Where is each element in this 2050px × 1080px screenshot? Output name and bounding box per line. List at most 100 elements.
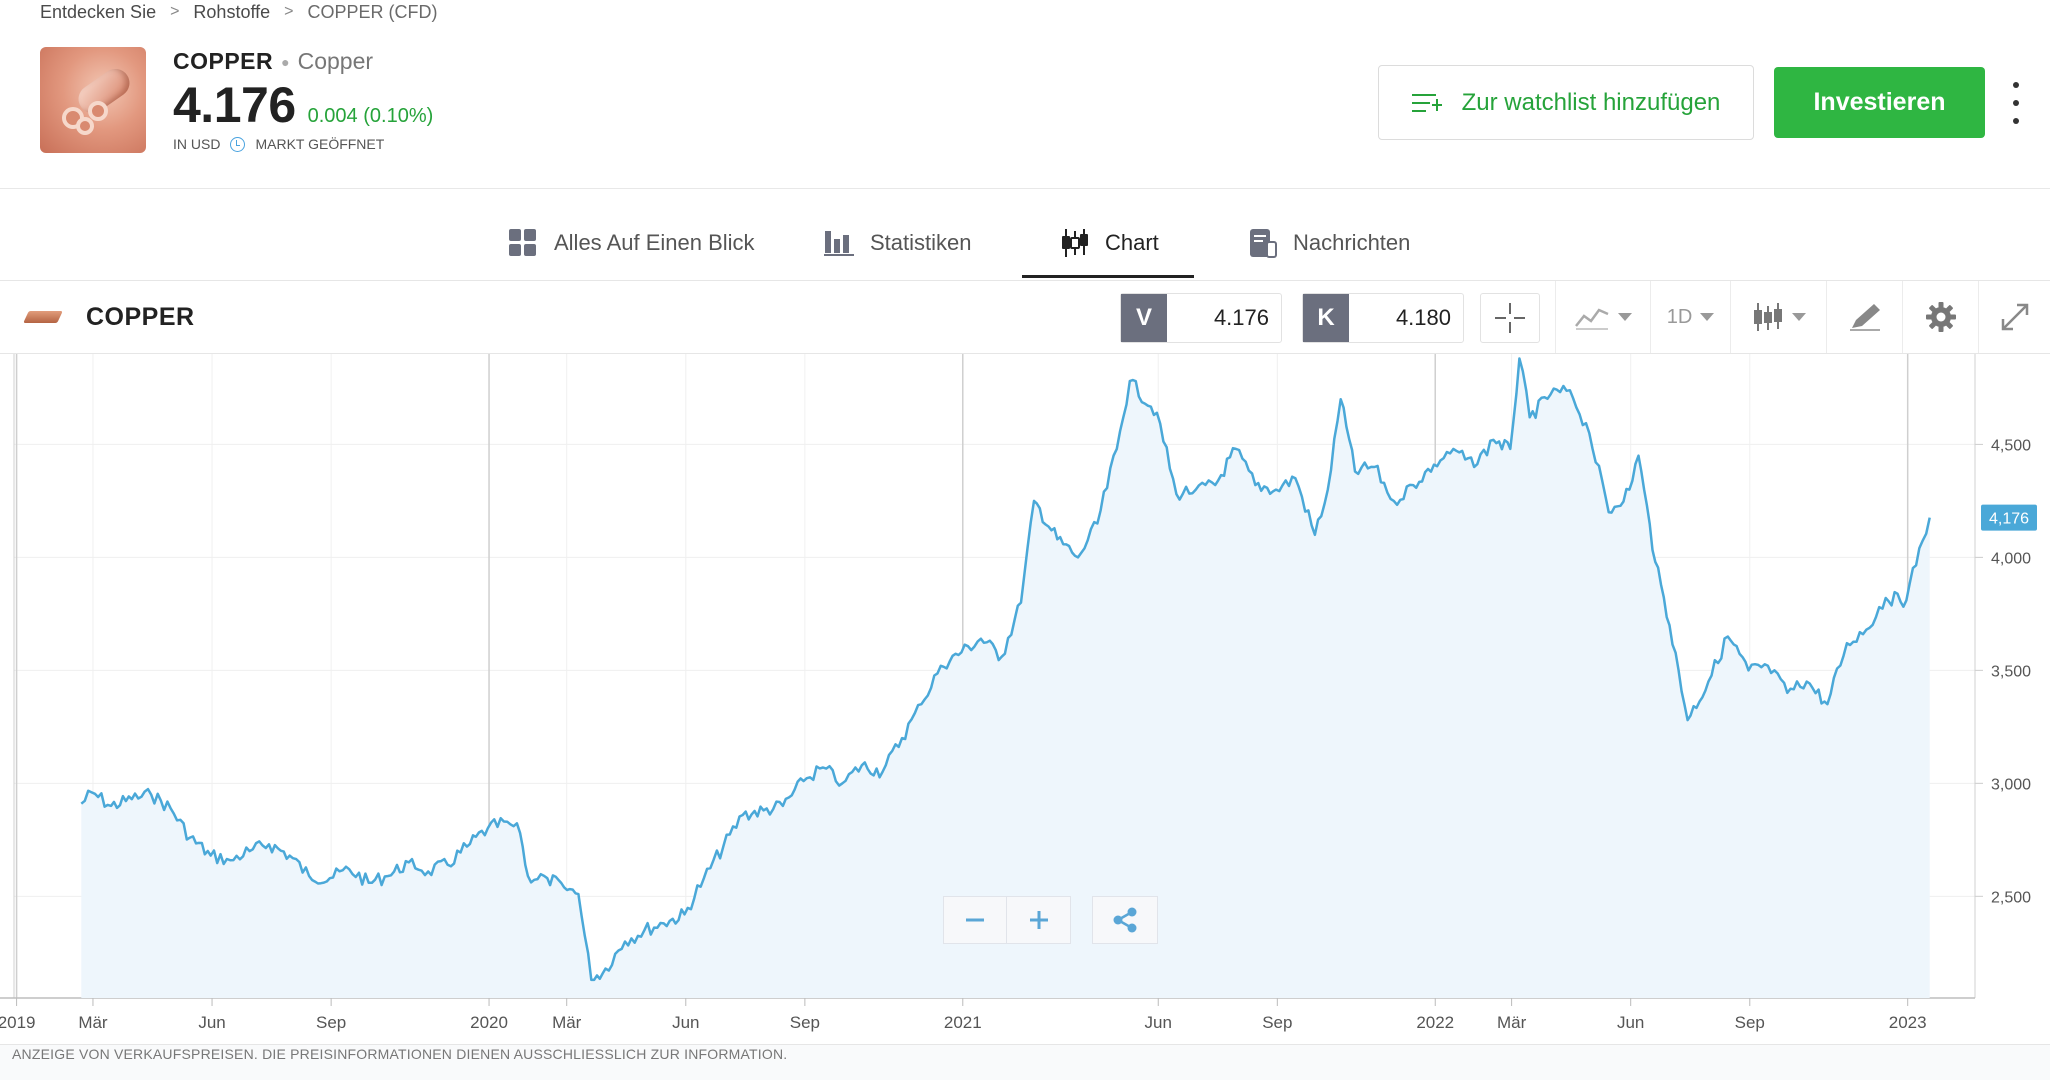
candle-style-dropdown[interactable]: [1730, 281, 1826, 353]
price-change: 0.004 (0.10%): [307, 105, 434, 127]
x-tick-label: Sep: [1735, 1013, 1765, 1032]
breadcrumb-item-current: COPPER (CFD): [307, 1, 438, 22]
tab-bar: Alles Auf Einen Blick Statistiken Chart …: [0, 205, 2050, 280]
y-tick-label: 4,500: [1991, 437, 2031, 454]
zoom-in-button[interactable]: [1007, 896, 1071, 944]
separator-dot: ●: [281, 53, 290, 70]
tab-label: Chart: [1105, 229, 1159, 255]
watchlist-label: Zur watchlist hinzufügen: [1461, 88, 1721, 116]
tab-statistics[interactable]: Statistiken: [824, 205, 972, 280]
candlestick-icon: [1062, 228, 1088, 257]
asset-title: COPPER ● Copper: [173, 48, 373, 75]
crosshair-icon: [1495, 303, 1525, 333]
x-tick-label: Sep: [316, 1013, 346, 1032]
x-tick-label: Jun: [1145, 1013, 1172, 1032]
chart-toolbar: COPPER V 4.176 K 4.180 1D: [0, 280, 2050, 354]
grid-icon: [509, 228, 536, 256]
sell-price: 4.176: [1213, 305, 1269, 330]
share-chart-button[interactable]: [1092, 896, 1158, 944]
x-tick-label: 2021: [944, 1013, 982, 1032]
buy-letter: K: [1303, 294, 1349, 342]
buy-price-box[interactable]: K 4.180: [1302, 293, 1464, 343]
drawing-tools-button[interactable]: [1826, 281, 1902, 353]
copper-bar-icon: [24, 310, 64, 324]
bar-chart-icon: [824, 230, 854, 256]
price-disclaimer: ANZEIGE VON VERKAUFSPREISEN. DIE PREISIN…: [0, 1044, 2050, 1080]
price-row: 4.176 0.004 (0.10%): [173, 76, 433, 134]
expand-icon: [2001, 303, 2028, 331]
chart-type-dropdown[interactable]: [1555, 281, 1650, 353]
tab-overview[interactable]: Alles Auf Einen Blick: [508, 205, 755, 280]
series-line: [80, 357, 1931, 982]
add-to-watchlist-button[interactable]: Zur watchlist hinzufügen: [1378, 65, 1754, 140]
chevron-right-icon: >: [284, 3, 294, 20]
watchlist-add-icon: [1411, 92, 1442, 114]
clock-icon: [230, 136, 246, 152]
sell-letter: V: [1121, 294, 1167, 342]
tab-label: Statistiken: [870, 229, 972, 255]
fullscreen-button[interactable]: [1978, 281, 2050, 353]
market-status-row: IN USD MARKT GEÖFFNET: [173, 136, 384, 152]
x-tick-label: Mär: [78, 1013, 108, 1032]
tab-label: Alles Auf Einen Blick: [554, 229, 755, 255]
minus-icon: [966, 918, 984, 922]
x-tick-label: 2020: [470, 1013, 508, 1032]
x-tick-label: Jun: [672, 1013, 699, 1032]
zoom-controls: [943, 896, 1071, 944]
interval-dropdown[interactable]: 1D: [1650, 281, 1730, 353]
x-tick-label: Mär: [1497, 1013, 1527, 1032]
chart-instrument-label: COPPER: [86, 302, 195, 331]
breadcrumb-item-discover[interactable]: Entdecken Sie: [40, 1, 157, 22]
price-chart-svg[interactable]: 2,500 3,000 3,500 4,000 4,500 2019 Mär Jun Sep 20…: [0, 354, 2050, 1044]
invest-button[interactable]: Investieren: [1774, 67, 1985, 138]
active-tab-indicator: [1022, 275, 1194, 278]
buy-price: 4.180: [1395, 305, 1451, 330]
sell-price-box[interactable]: V 4.176: [1120, 293, 1282, 343]
y-tick-label: 4,000: [1991, 550, 2031, 567]
share-icon: [1113, 907, 1137, 933]
currency-label: IN USD: [173, 136, 221, 152]
line-chart-icon: [1575, 308, 1609, 330]
last-value-label: 4,176: [1989, 511, 2029, 528]
settings-button[interactable]: [1902, 281, 1978, 353]
plus-icon: [1029, 911, 1048, 929]
asset-price: 4.176: [173, 77, 296, 133]
more-options-icon[interactable]: [2004, 82, 2028, 124]
tab-chart[interactable]: Chart: [1061, 205, 1159, 280]
tab-label: Nachrichten: [1293, 229, 1411, 255]
interval-label: 1D: [1666, 305, 1693, 328]
news-icon: [1250, 228, 1277, 258]
asset-symbol: COPPER: [173, 48, 274, 74]
x-tick-label: Mär: [552, 1013, 582, 1032]
gear-icon: [1925, 302, 1956, 332]
x-tick-label: Jun: [198, 1013, 225, 1032]
chevron-down-icon: [1791, 313, 1806, 321]
candlestick-icon: [1753, 303, 1782, 331]
market-status: MARKT GEÖFFNET: [255, 136, 385, 152]
x-tick-label: 2019: [0, 1013, 36, 1032]
pencil-icon: [1849, 304, 1880, 331]
series-area: [81, 358, 1930, 998]
y-tick-label: 3,500: [1991, 663, 2031, 680]
zoom-out-button[interactable]: [943, 896, 1007, 944]
y-tick-label: 2,500: [1991, 889, 2031, 906]
x-tick-label: Jun: [1617, 1013, 1644, 1032]
last-value-badge: [1981, 504, 2037, 531]
price-chart[interactable]: 2,500 3,000 3,500 4,000 4,500 2019 Mär Jun Sep 20…: [0, 354, 2050, 1044]
chevron-down-icon: [1618, 313, 1632, 321]
x-tick-label: Sep: [1262, 1013, 1292, 1032]
chevron-down-icon: [1700, 313, 1715, 321]
chart-instrument: COPPER: [24, 281, 195, 353]
breadcrumb-item-commodities[interactable]: Rohstoffe: [193, 1, 271, 22]
y-tick-label: 3,000: [1991, 776, 2031, 793]
x-tick-label: Sep: [790, 1013, 820, 1032]
header-divider: [0, 188, 2050, 189]
asset-full-name: Copper: [297, 48, 374, 74]
breadcrumb: Entdecken Sie > Rohstoffe > COPPER (CFD): [40, 0, 438, 24]
chevron-right-icon: >: [170, 3, 180, 20]
x-tick-label: 2022: [1416, 1013, 1454, 1032]
x-tick-label: 2023: [1889, 1013, 1927, 1032]
copper-logo: [40, 47, 146, 153]
tab-news[interactable]: Nachrichten: [1249, 205, 1410, 280]
crosshair-button[interactable]: [1480, 293, 1540, 343]
